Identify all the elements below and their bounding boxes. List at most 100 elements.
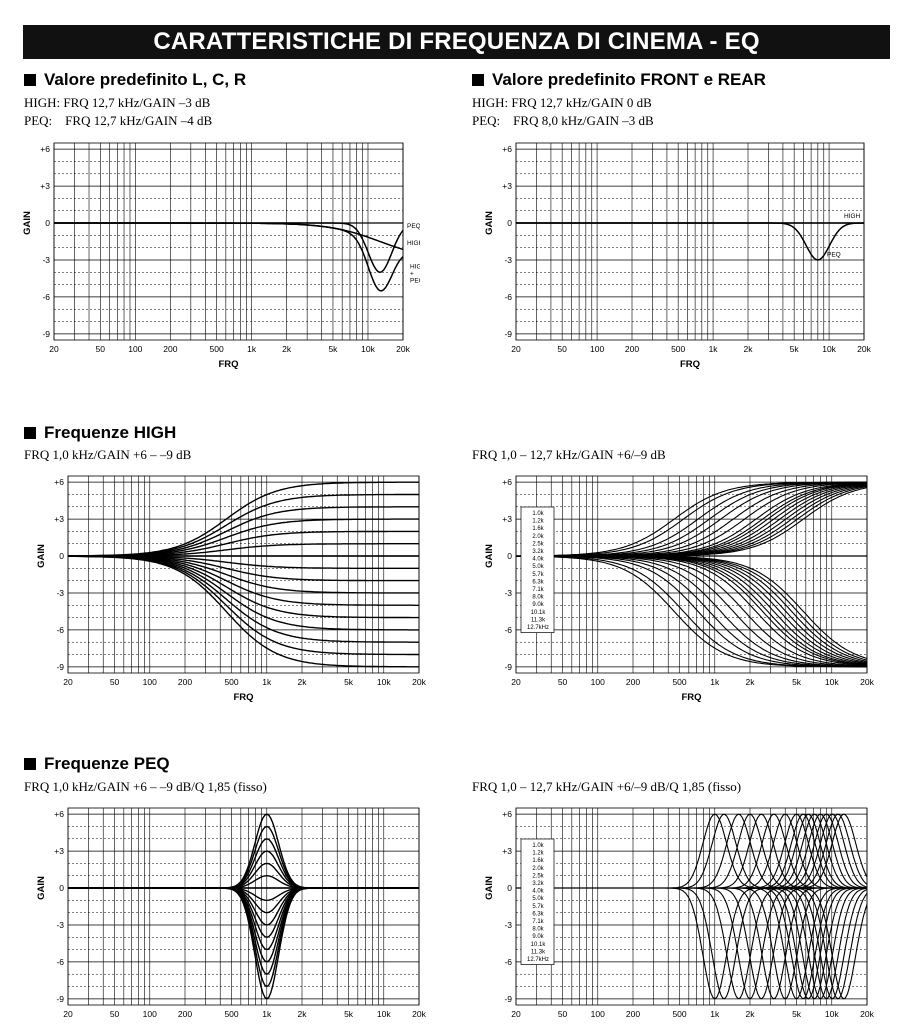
y-axis-label: GAIN [484, 876, 495, 900]
y-tick-label: +3 [54, 846, 64, 856]
legend-frame [520, 506, 555, 633]
x-tick-label: 20 [511, 677, 521, 687]
series-high-sweep [516, 555, 868, 664]
legend-item: 1.6k [532, 858, 544, 864]
square-bullet-icon [24, 758, 36, 770]
legend-item: 12.7kHz [527, 957, 549, 963]
y-tick-label: 0 [59, 551, 64, 561]
legend-item: 8.0k [532, 927, 544, 933]
chart-peq-sweep: +6 +3 0 -3 -6 -9 GAIN 20 50 100 200 500 1k 2k 5k 10k 20k… [484, 807, 875, 1019]
x-tick-label: 20 [49, 344, 59, 354]
y-tick-label: +6 [54, 477, 64, 487]
y-tick-label: +6 [54, 809, 64, 819]
frequency-legend: 1.0k 1.2k1.6k 2.0k2.5k 3.2k 4.0k5.0k 5.7k6.3k… [520, 838, 555, 965]
x-tick-label: 20k [860, 677, 874, 687]
section-default-lcr-heading: Valore predefinito L, C, R [24, 70, 246, 90]
x-tick-label: 1k [262, 1009, 272, 1019]
legend-item: 6.3k [532, 579, 544, 585]
plot-frame [53, 142, 404, 341]
annotation-peq: PEQ [407, 223, 420, 230]
x-tick-label: 20k [396, 344, 410, 354]
plot-frame [515, 142, 865, 341]
high-left-line: FRQ 1,0 kHz/GAIN +6 – –9 dB [24, 447, 192, 462]
legend-item: 2.0k [532, 534, 544, 540]
y-tick-label: -3 [504, 588, 512, 598]
legend-item: 10.1k [531, 610, 547, 616]
x-tick-label: 2k [744, 344, 754, 354]
y-tick-label: +6 [502, 809, 512, 819]
legend-item: 7.1k [532, 587, 544, 593]
x-axis-label: FRQ [680, 359, 700, 370]
x-tick-label: 5k [344, 677, 354, 687]
heading-text: Valore predefinito FRONT e REAR [492, 70, 766, 89]
x-tick-label: 20k [412, 677, 426, 687]
x-axis-label: FRQ [681, 692, 701, 703]
series-high-sweep [516, 555, 868, 664]
page-title: CARATTERISTICHE DI FREQUENZA DI CINEMA -… [23, 25, 890, 59]
legend-item: 1.0k [532, 843, 544, 849]
heading-text: Valore predefinito L, C, R [44, 70, 247, 89]
series-high-sweep [516, 483, 868, 557]
x-tick-label: 1k [709, 344, 719, 354]
legend-item: 3.2k [532, 549, 544, 555]
square-bullet-icon [24, 74, 36, 86]
series-high-sweep [516, 555, 867, 668]
y-tick-label: +3 [54, 514, 64, 524]
section-peq-heading: Frequenze PEQ [24, 754, 170, 774]
legend-item: 1.6k [532, 526, 544, 532]
x-tick-label: 1k [262, 677, 272, 687]
series-peq [516, 222, 865, 261]
legend-item: 9.0k [532, 934, 544, 940]
x-tick-label: 100 [143, 677, 157, 687]
x-tick-label: 50 [557, 344, 567, 354]
legend-item: 2.0k [532, 866, 544, 872]
x-tick-label: 1k [710, 677, 720, 687]
series-high-sweep [516, 484, 868, 557]
series-high-sweep [516, 483, 868, 557]
legend-item: 5.0k [532, 896, 544, 902]
series-high-sweep [516, 555, 868, 667]
y-tick-label: +6 [502, 144, 512, 154]
y-axis-label: GAIN [36, 876, 47, 900]
series-high-gain [68, 555, 419, 619]
plot-grid [515, 143, 865, 340]
section-high-heading: Frequenze HIGH [24, 423, 176, 443]
y-tick-label: -9 [504, 662, 512, 672]
x-tick-label: 200 [163, 344, 177, 354]
legend-item: 2.5k [532, 873, 544, 879]
x-tick-label: 100 [591, 677, 605, 687]
y-tick-label: -9 [504, 329, 512, 339]
x-tick-label: 500 [672, 677, 686, 687]
legend-item: 6.3k [532, 911, 544, 917]
y-tick-label: -3 [42, 255, 50, 265]
chart-high-fixed-freq: +6 +3 0 -3 -6 -9 GAIN 20 50 100 200 500 1k 2k 5k 10k 20k… [36, 475, 427, 703]
high-right-line: FRQ 1,0 – 12,7 kHz/GAIN +6/–9 dB [472, 447, 666, 462]
x-tick-label: 20 [511, 344, 521, 354]
y-axis-label: GAIN [484, 211, 495, 235]
legend-frame [520, 838, 555, 965]
legend-item: 2.5k [532, 541, 544, 547]
x-tick-label: 200 [626, 677, 640, 687]
y-tick-label: -9 [56, 994, 64, 1004]
y-tick-label: 0 [45, 218, 50, 228]
series-high-gain [67, 555, 419, 668]
x-tick-label: 50 [558, 677, 568, 687]
x-tick-label: 500 [672, 1009, 686, 1019]
series-high-peq [54, 222, 404, 292]
x-tick-label: 10k [825, 1009, 839, 1019]
x-tick-label: 1k [710, 1009, 720, 1019]
annotation-high: HIGH [844, 213, 861, 220]
default-lcr-high-line: HIGH: FRQ 12,7 kHz/GAIN –3 dB [24, 95, 211, 110]
x-tick-label: 500 [671, 344, 685, 354]
x-tick-label: 20 [511, 1009, 521, 1019]
x-tick-label: 50 [110, 1009, 120, 1019]
series-high-gain [68, 543, 419, 557]
legend-item: 5.7k [532, 904, 544, 910]
y-tick-label: 0 [507, 883, 512, 893]
series-peq-gain [68, 850, 419, 889]
frequency-legend: 1.0k 1.2k1.6k 2.0k2.5k 3.2k 4.0k5.0k 5.7k6.3k… [520, 506, 555, 633]
plot-frame [67, 807, 420, 1006]
legend-item: 12.7kHz [527, 625, 549, 631]
x-tick-label: 50 [96, 344, 106, 354]
legend-item: 5.7k [532, 572, 544, 578]
